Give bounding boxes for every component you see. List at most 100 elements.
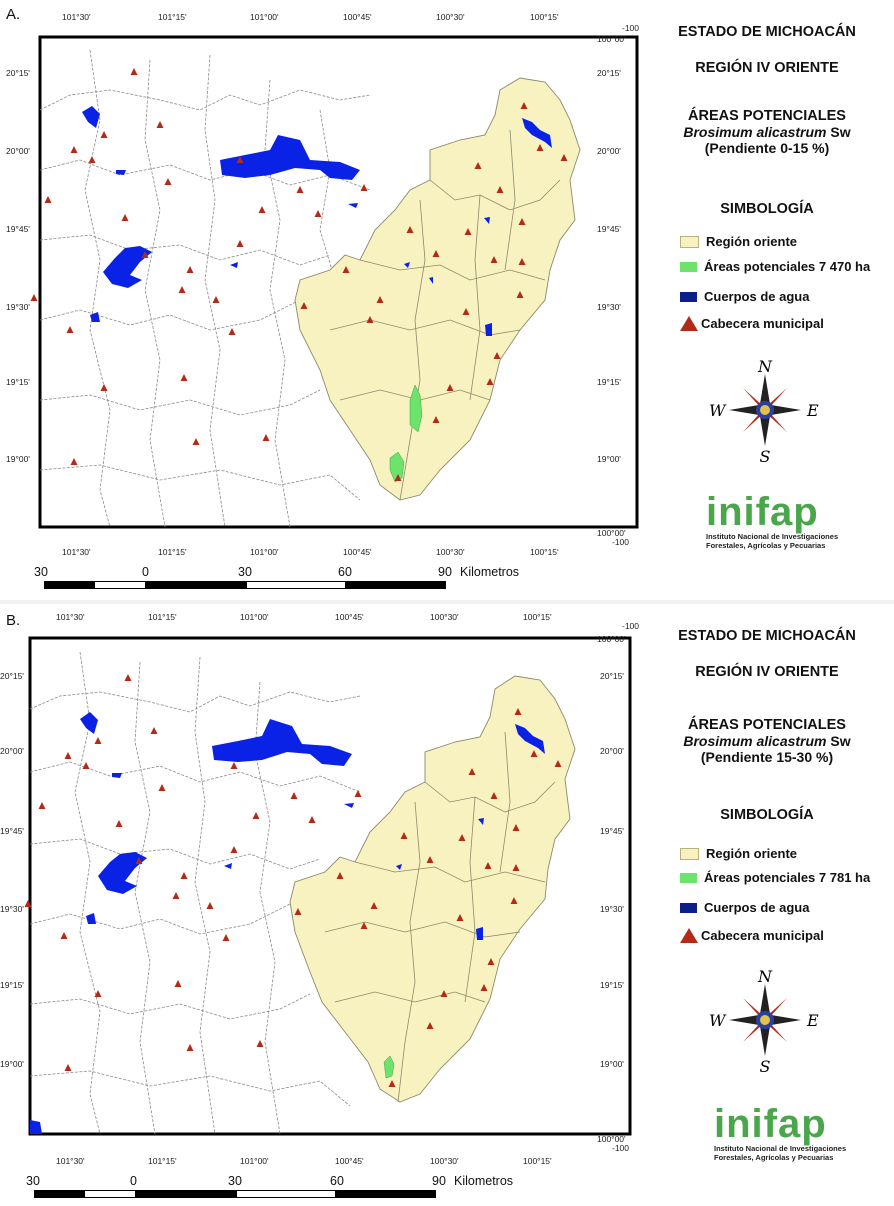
region-title: REGIÓN IV ORIENTE bbox=[695, 664, 839, 680]
svg-text:101°30': 101°30' bbox=[62, 12, 91, 22]
cabecera-marker bbox=[130, 68, 138, 75]
svg-text:20°00': 20°00' bbox=[6, 146, 30, 156]
legend-item-potential: Áreas potenciales 7 781 ha bbox=[680, 870, 870, 885]
cabecera-marker bbox=[518, 258, 526, 265]
coordinate-labels: 101°30' 101°15' 101°00' 100°45' 100°30' … bbox=[0, 612, 639, 1166]
dam-oriente bbox=[515, 724, 545, 754]
cabecera-marker bbox=[536, 144, 544, 151]
svg-text:19°30': 19°30' bbox=[6, 302, 30, 312]
cabecera-marker bbox=[426, 856, 434, 863]
cabecera-marker bbox=[164, 178, 172, 185]
cabecera-marker bbox=[300, 302, 308, 309]
svg-text:19°00': 19°00' bbox=[597, 454, 621, 464]
svg-text:101°00': 101°00' bbox=[250, 12, 279, 22]
region-oriente bbox=[289, 675, 576, 1103]
svg-text:20°15': 20°15' bbox=[6, 68, 30, 78]
water-swatch bbox=[680, 902, 697, 913]
cabecera-marker bbox=[426, 1022, 434, 1029]
cabecera-marker bbox=[446, 384, 454, 391]
svg-text:100°45': 100°45' bbox=[343, 547, 372, 557]
svg-text:101°15': 101°15' bbox=[158, 12, 187, 22]
cabecera-marker bbox=[560, 154, 568, 161]
svg-text:19°00': 19°00' bbox=[0, 1059, 24, 1069]
cabecera-marker bbox=[388, 1080, 396, 1087]
cabecera-marker bbox=[186, 1044, 194, 1051]
svg-text:19°45': 19°45' bbox=[600, 826, 624, 836]
svg-text:-100: -100 bbox=[612, 537, 629, 547]
lake-cuitzeo bbox=[212, 719, 352, 766]
cabecera-marker bbox=[70, 458, 78, 465]
compass-e: E bbox=[806, 401, 819, 420]
cabecera-marker bbox=[490, 256, 498, 263]
svg-text:101°15': 101°15' bbox=[148, 1156, 177, 1166]
cabecera-marker bbox=[94, 990, 102, 997]
svg-text:101°30': 101°30' bbox=[62, 547, 91, 557]
cabecera-marker bbox=[394, 474, 402, 481]
cabecera-marker bbox=[230, 762, 238, 769]
svg-text:100°45': 100°45' bbox=[335, 612, 364, 622]
inifap-logo: inifap Instituto Nacional de Investigaci… bbox=[706, 490, 839, 550]
svg-text:19°15': 19°15' bbox=[6, 377, 30, 387]
slope-range: (Pendiente 15-30 %) bbox=[700, 749, 834, 765]
cabecera-marker bbox=[512, 864, 520, 871]
cabecera-marker bbox=[60, 932, 68, 939]
cabecera-marker bbox=[236, 240, 244, 247]
svg-text:19°15': 19°15' bbox=[0, 980, 24, 990]
cabecera-marker bbox=[121, 214, 129, 221]
lake-cuitzeo bbox=[220, 135, 360, 180]
svg-text:100°15': 100°15' bbox=[523, 612, 552, 622]
cabecera-marker bbox=[314, 210, 322, 217]
legend-item-cabecera: Cabecera municipal bbox=[680, 316, 824, 331]
cabecera-marker bbox=[135, 857, 143, 864]
potential-areas bbox=[383, 1055, 395, 1079]
cabecera-marker bbox=[178, 286, 186, 293]
cabecera-marker bbox=[464, 228, 472, 235]
svg-text:100°15': 100°15' bbox=[523, 1156, 552, 1166]
cabecera-marker bbox=[156, 121, 164, 128]
municipal-boundaries bbox=[29, 651, 361, 1135]
species-line: Brosimum alicastrum Sw bbox=[640, 124, 894, 140]
water-swatch bbox=[680, 291, 697, 302]
svg-text:19°15': 19°15' bbox=[597, 377, 621, 387]
cabecera-marker bbox=[432, 250, 440, 257]
cabecera-marker bbox=[376, 296, 384, 303]
cabecera-marker bbox=[174, 980, 182, 987]
svg-text:100°30': 100°30' bbox=[430, 612, 459, 622]
compass-w: W bbox=[710, 401, 727, 420]
cabecera-marker bbox=[158, 784, 166, 791]
potential-swatch bbox=[680, 261, 697, 272]
region-swatch bbox=[680, 847, 699, 860]
cabecera-marker bbox=[115, 820, 123, 827]
cabecera-marker bbox=[172, 892, 180, 899]
region-title: REGIÓN IV ORIENTE bbox=[695, 60, 839, 76]
cabecera-marker bbox=[212, 296, 220, 303]
svg-text:100°00': 100°00' bbox=[597, 1134, 626, 1144]
species-name: Brosimum alicastrum bbox=[683, 124, 827, 140]
cabecera-marker bbox=[66, 326, 74, 333]
logo-word: inifap bbox=[714, 1102, 827, 1146]
legend-item-region: Región oriente bbox=[680, 846, 797, 861]
cabecera-marker bbox=[486, 378, 494, 385]
cabecera-marker bbox=[496, 186, 504, 193]
cabecera-marker bbox=[458, 834, 466, 841]
svg-text:100°45': 100°45' bbox=[335, 1156, 364, 1166]
cabecera-marker bbox=[406, 226, 414, 233]
species-author: Sw bbox=[830, 733, 851, 749]
svg-text:100°00': 100°00' bbox=[597, 634, 626, 644]
cabecera-marker bbox=[493, 352, 501, 359]
inifap-logo: inifap Instituto Nacional de Investigaci… bbox=[714, 1102, 847, 1162]
cabecera-marker bbox=[290, 792, 298, 799]
map-panel-b: B. bbox=[0, 604, 894, 1206]
legend-item-water: Cuerpos de agua bbox=[680, 900, 809, 915]
compass-n: N bbox=[757, 968, 773, 986]
svg-text:19°30': 19°30' bbox=[597, 302, 621, 312]
svg-text:-100: -100 bbox=[612, 1143, 629, 1153]
svg-text:101°30': 101°30' bbox=[56, 1156, 85, 1166]
cabecera-marker bbox=[94, 737, 102, 744]
cabecera-marker bbox=[252, 812, 260, 819]
cabecera-marker bbox=[366, 316, 374, 323]
cabecera-marker bbox=[256, 1040, 264, 1047]
compass-rose-icon: N S E W bbox=[710, 358, 819, 464]
svg-text:100°30': 100°30' bbox=[436, 547, 465, 557]
svg-text:100°15': 100°15' bbox=[530, 547, 559, 557]
